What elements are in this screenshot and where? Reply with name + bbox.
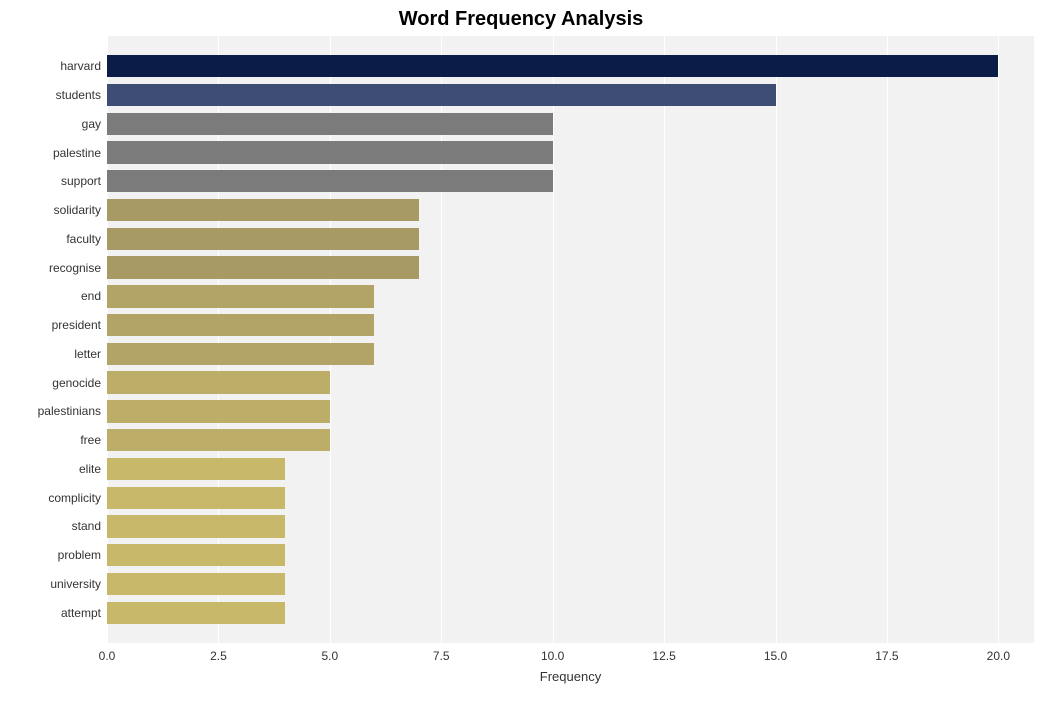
y-tick-label: students (56, 88, 107, 102)
y-tick-label: palestinians (38, 404, 107, 418)
x-tick-label: 5.0 (321, 649, 338, 663)
chart-title: Word Frequency Analysis (0, 8, 1042, 31)
bar (107, 113, 553, 135)
x-tick-label: 0.0 (99, 649, 116, 663)
y-tick-label: faculty (66, 232, 107, 246)
bar (107, 84, 776, 106)
bar (107, 602, 285, 624)
x-tick-label: 10.0 (541, 649, 564, 663)
bar (107, 544, 285, 566)
y-tick-label: stand (72, 519, 107, 533)
x-tick-label: 17.5 (875, 649, 898, 663)
bar (107, 314, 374, 336)
y-tick-label: free (80, 433, 107, 447)
y-tick-label: end (81, 289, 107, 303)
bar (107, 573, 285, 595)
y-tick-label: palestine (53, 146, 107, 160)
grid-line (776, 36, 777, 643)
y-tick-label: problem (58, 548, 107, 562)
bar (107, 458, 285, 480)
bar (107, 256, 419, 278)
y-tick-label: recognise (49, 261, 107, 275)
y-tick-label: university (50, 577, 107, 591)
y-tick-label: support (61, 174, 107, 188)
y-tick-label: president (52, 318, 107, 332)
bar (107, 55, 998, 77)
y-tick-label: harvard (60, 59, 107, 73)
y-tick-label: attempt (61, 606, 107, 620)
word-frequency-chart: Word Frequency Analysis 0.02.55.07.510.0… (0, 0, 1042, 701)
bar (107, 429, 330, 451)
bar (107, 400, 330, 422)
y-tick-label: letter (74, 347, 107, 361)
grid-line (887, 36, 888, 643)
y-tick-label: genocide (52, 376, 107, 390)
bar (107, 228, 419, 250)
grid-line (553, 36, 554, 643)
grid-line (998, 36, 999, 643)
bar (107, 285, 374, 307)
x-tick-label: 7.5 (433, 649, 450, 663)
x-tick-label: 2.5 (210, 649, 227, 663)
plot-area: 0.02.55.07.510.012.515.017.520.0harvards… (107, 36, 1034, 643)
y-tick-label: solidarity (54, 203, 107, 217)
bar (107, 515, 285, 537)
bar (107, 371, 330, 393)
bar (107, 141, 553, 163)
x-tick-label: 20.0 (987, 649, 1010, 663)
x-tick-label: 12.5 (652, 649, 675, 663)
bar (107, 199, 419, 221)
bar (107, 487, 285, 509)
y-tick-label: elite (79, 462, 107, 476)
x-tick-label: 15.0 (764, 649, 787, 663)
y-tick-label: complicity (48, 491, 107, 505)
grid-line (664, 36, 665, 643)
bar (107, 170, 553, 192)
y-tick-label: gay (82, 117, 107, 131)
x-axis-label: Frequency (540, 669, 601, 684)
bar (107, 343, 374, 365)
